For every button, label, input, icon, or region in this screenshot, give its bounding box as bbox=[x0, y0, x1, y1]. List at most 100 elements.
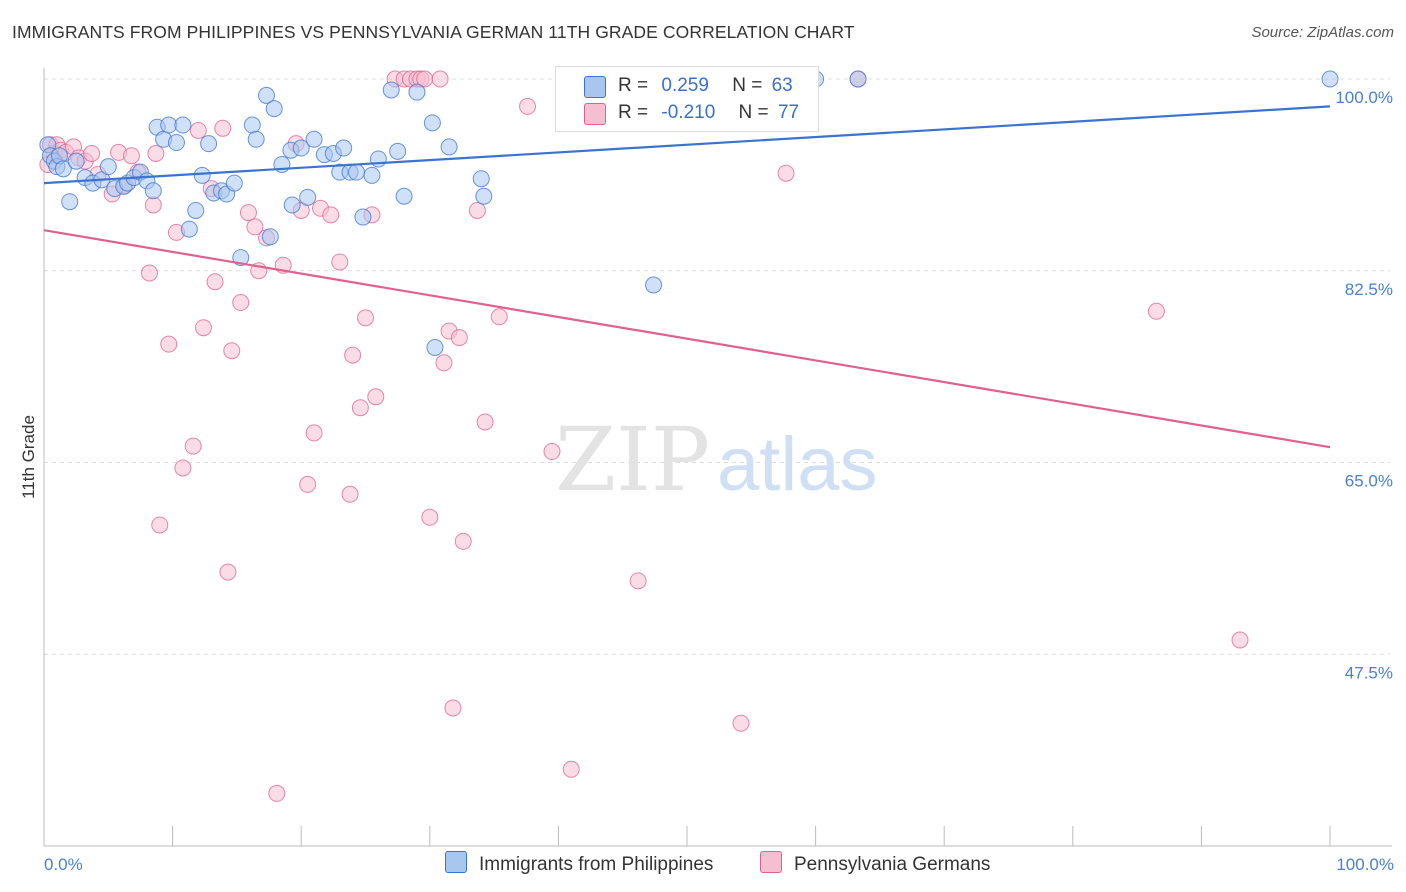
pink-point bbox=[444, 699, 462, 717]
blue-point bbox=[99, 158, 117, 176]
pink-point bbox=[1147, 302, 1165, 320]
blue-point bbox=[167, 134, 185, 152]
pink-point bbox=[543, 443, 561, 461]
pink-point bbox=[322, 206, 340, 224]
blue-point bbox=[408, 83, 426, 101]
legend-blue-n-label: N = bbox=[732, 75, 763, 96]
bottom-legend-label-pink: Pennsylvania Germans bbox=[794, 854, 991, 875]
legend: R = 0.259 N = 63 R = -0.210 N = 77 bbox=[555, 66, 819, 132]
pink-point bbox=[341, 485, 359, 503]
pink-point bbox=[431, 70, 449, 88]
blue-point bbox=[395, 187, 413, 205]
pink-point bbox=[777, 164, 795, 182]
blue-point bbox=[54, 160, 72, 178]
legend-blue-n-value: 63 bbox=[771, 75, 793, 96]
chart-title: IMMIGRANTS FROM PHILIPPINES VS PENNSYLVA… bbox=[12, 22, 855, 42]
y-tick-label: 47.5% bbox=[1345, 663, 1393, 682]
pink-point bbox=[357, 309, 374, 327]
watermark: ZIP atlas bbox=[555, 408, 878, 511]
pink-point bbox=[476, 413, 494, 431]
blue-point bbox=[299, 188, 317, 206]
legend-pink-r-value: -0.210 bbox=[661, 102, 716, 123]
legend-blue-r-value: 0.259 bbox=[661, 75, 709, 96]
pink-point bbox=[140, 264, 158, 282]
blue-point bbox=[187, 201, 205, 219]
pink-point bbox=[421, 508, 439, 526]
blue-point bbox=[347, 163, 365, 181]
blue-point bbox=[292, 139, 310, 157]
pink-point bbox=[490, 308, 508, 326]
bottom-legend-blue: Immigrants from Philippines bbox=[445, 851, 713, 876]
x-tick-label-min: 0.0% bbox=[44, 855, 83, 874]
pink-point bbox=[351, 399, 369, 417]
watermark-zip: ZIP bbox=[555, 408, 710, 511]
blue-point bbox=[247, 130, 265, 148]
blue-point bbox=[160, 116, 178, 134]
blue-point bbox=[472, 170, 490, 188]
pink-point bbox=[299, 475, 317, 493]
blue-point bbox=[243, 116, 261, 134]
y-tick-label: 100.0% bbox=[1335, 88, 1393, 107]
blue-point bbox=[849, 70, 867, 88]
blue-point bbox=[423, 114, 441, 132]
pink-point bbox=[268, 784, 286, 802]
pink-point bbox=[629, 572, 647, 590]
pink-point bbox=[305, 424, 323, 442]
blue-point bbox=[363, 166, 381, 184]
watermark-atlas: atlas bbox=[717, 422, 878, 507]
pink-point bbox=[194, 319, 212, 337]
blue-point bbox=[180, 220, 198, 238]
pink-point bbox=[454, 532, 472, 550]
legend-swatch-pink bbox=[584, 103, 606, 125]
grid-lines bbox=[44, 78, 1390, 655]
legend-swatch-blue bbox=[584, 76, 606, 98]
blue-point bbox=[475, 187, 493, 205]
blue-points bbox=[39, 70, 1339, 356]
blue-point bbox=[645, 276, 663, 294]
pink-point bbox=[184, 437, 202, 455]
blue-point bbox=[426, 338, 444, 356]
blue-point bbox=[283, 196, 301, 214]
blue-point bbox=[225, 174, 243, 192]
pink-point bbox=[219, 563, 237, 581]
blue-point bbox=[61, 193, 79, 211]
source-credit: Source: ZipAtlas.com bbox=[1251, 24, 1394, 41]
blue-point bbox=[389, 142, 407, 160]
legend-pink-n-label: N = bbox=[738, 102, 769, 123]
pink-point bbox=[151, 516, 169, 534]
pink-point bbox=[160, 335, 178, 353]
bottom-legend-label-blue: Immigrants from Philippines bbox=[479, 854, 714, 875]
pink-point bbox=[189, 121, 207, 139]
blue-point bbox=[1321, 70, 1339, 88]
bottom-legend-swatch-pink bbox=[760, 851, 782, 873]
pink-trend-line bbox=[43, 229, 1331, 449]
blue-point bbox=[440, 138, 458, 156]
axis-labels: 100.0% 82.5% 65.0% 47.5% 0.0% 100.0% 11th Grad… bbox=[19, 88, 1394, 874]
pink-point bbox=[246, 218, 264, 236]
pink-point bbox=[1231, 631, 1249, 649]
bottom-legend-swatch-blue bbox=[445, 851, 467, 873]
pink-point bbox=[519, 97, 537, 115]
legend-blue-r-label: R = bbox=[618, 75, 649, 96]
trend-lines bbox=[43, 105, 1331, 449]
blue-point bbox=[232, 249, 250, 267]
pink-point bbox=[468, 201, 486, 219]
pink-point bbox=[239, 204, 257, 222]
x-tick-label-max: 100.0% bbox=[1336, 855, 1394, 874]
pink-point bbox=[214, 119, 232, 137]
pink-point bbox=[367, 388, 385, 406]
blue-point bbox=[200, 135, 218, 153]
pink-point bbox=[732, 714, 750, 732]
pink-point bbox=[344, 346, 362, 364]
pink-point bbox=[223, 342, 241, 360]
blue-point bbox=[261, 228, 279, 246]
pink-point bbox=[144, 196, 162, 214]
blue-point bbox=[305, 130, 323, 148]
axes bbox=[43, 68, 1392, 847]
pink-point bbox=[206, 273, 224, 291]
pink-point bbox=[83, 145, 101, 163]
pink-point bbox=[122, 147, 140, 165]
blue-point bbox=[382, 81, 400, 99]
pink-point bbox=[174, 459, 192, 477]
